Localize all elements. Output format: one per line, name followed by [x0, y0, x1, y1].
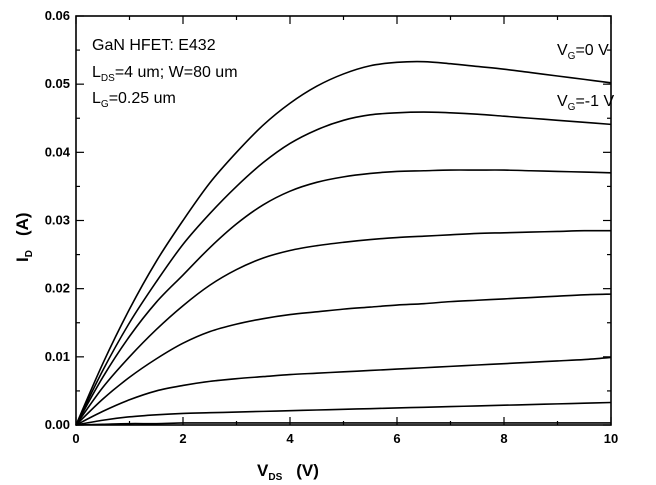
- x-axis-ticks: 0 2 4 6 8 10: [72, 16, 618, 446]
- vg-minus1-label: VG=-1 V: [557, 93, 614, 113]
- vg-0-label: VG=0 V: [557, 42, 609, 62]
- iv-curve-5: [75, 356, 612, 426]
- y-tick-label: 0.05: [45, 76, 70, 91]
- y-tick-label: 0.01: [45, 349, 70, 364]
- x-tick-label: 6: [393, 431, 400, 446]
- channel-length-label: LDS=4 um; W=80 um: [92, 64, 238, 84]
- y-axis-ticks: 0.00 0.01 0.02 0.03 0.04 0.05 0.06: [45, 8, 611, 432]
- iv-curve-0: [75, 60, 612, 426]
- x-tick-label: 2: [179, 431, 186, 446]
- y-tick-label: 0.02: [45, 281, 70, 296]
- device-label: GaN HFET: E432: [92, 37, 216, 54]
- iv-curve-3: [75, 229, 612, 426]
- y-tick-label: 0.04: [45, 144, 71, 159]
- iv-curve-4: [75, 293, 612, 426]
- y-tick-label: 0.06: [45, 8, 70, 23]
- x-tick-label: 8: [500, 431, 507, 446]
- iv-curve-7: [75, 422, 611, 426]
- gate-length-label: LG=0.25 um: [92, 90, 176, 110]
- x-tick-label: 0: [72, 431, 79, 446]
- curves-group: [75, 60, 612, 426]
- y-axis-title: ID(A): [13, 212, 35, 262]
- iv-curve-6: [75, 401, 612, 426]
- iv-curve-1: [75, 111, 612, 426]
- x-axis-title: VDS (V): [257, 461, 319, 483]
- y-tick-label: 0.00: [45, 417, 70, 432]
- x-tick-label: 10: [604, 431, 618, 446]
- iv-curve-2: [75, 169, 612, 426]
- y-tick-label: 0.03: [45, 213, 70, 228]
- x-tick-label: 4: [286, 431, 294, 446]
